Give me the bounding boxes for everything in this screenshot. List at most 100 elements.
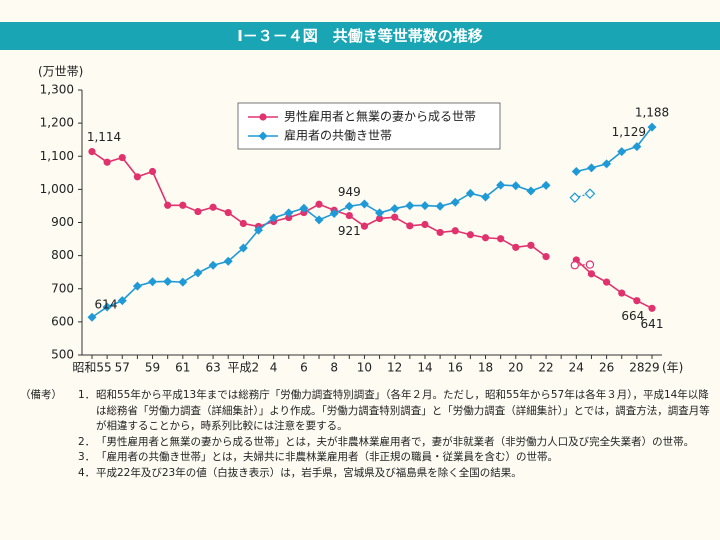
point	[359, 199, 369, 209]
point	[481, 234, 490, 242]
point	[132, 281, 142, 291]
point	[618, 289, 626, 297]
point	[633, 297, 641, 305]
value-label: 664	[621, 309, 644, 323]
point	[344, 201, 354, 211]
point	[512, 243, 520, 251]
num: 2．	[78, 435, 96, 448]
point	[541, 180, 551, 190]
item: 4． 平成22年及び23年の値（白抜き表示）は，岩手県，宮城県及び福島県を除く全国…	[20, 466, 710, 482]
point	[148, 277, 158, 287]
value-label: 949	[338, 185, 361, 199]
point	[466, 231, 474, 239]
point	[527, 241, 535, 249]
point	[284, 208, 294, 218]
point	[208, 260, 218, 270]
chart: (万世帯) (年) 500 600 700 800 900 1,000 1,100 1,200 1,…	[38, 65, 683, 375]
point	[163, 276, 173, 286]
point	[375, 214, 384, 223]
x-axis-title: (年)	[662, 361, 683, 375]
item: 3． 「雇用者の共働き世帯」とは，夫婦共に非農林業雇用者（非正規の職員・従業員を含…	[20, 450, 710, 466]
point	[450, 197, 460, 207]
point	[496, 180, 506, 190]
point	[178, 277, 188, 287]
num: 1．	[78, 389, 96, 401]
point	[570, 261, 580, 270]
point	[465, 188, 475, 198]
point	[315, 200, 323, 208]
legend-box	[237, 102, 501, 150]
point	[223, 256, 233, 266]
point	[285, 213, 293, 222]
point	[586, 163, 596, 173]
x-tick-label: 24	[569, 361, 584, 375]
txt: 昭和55年から平成13年までは総務庁「労働力調査特別調査」（各年２月。ただし，昭…	[96, 389, 710, 432]
head	[20, 435, 78, 451]
point	[258, 131, 268, 141]
point	[193, 268, 203, 278]
point	[451, 227, 459, 235]
y-tick-label: 600	[51, 314, 74, 328]
point	[224, 208, 232, 217]
point	[194, 207, 202, 216]
x-tick-label: 59	[145, 361, 160, 375]
point	[584, 188, 596, 200]
x-tick-label: 12	[387, 361, 402, 375]
x-tick-label: 61	[175, 361, 190, 375]
point	[542, 253, 550, 261]
point	[88, 148, 96, 156]
value-label: 1,188	[635, 106, 669, 120]
x-tick-label: 29	[644, 361, 659, 375]
point	[209, 203, 217, 211]
point	[617, 147, 627, 157]
point	[587, 270, 596, 278]
x-tick-label: 22	[538, 361, 553, 375]
legend-label: 男性雇用者と無業の妻から成る世帯	[284, 109, 476, 124]
point	[497, 235, 505, 243]
point	[526, 186, 536, 196]
point	[238, 243, 248, 253]
x-tick-label: 18	[478, 361, 493, 375]
point	[87, 312, 97, 322]
y-tick-label: 800	[51, 248, 74, 262]
txt: 「男性雇用者と無業の妻から成る世帯」とは，夫が非農林業雇用者で，妻が非就業者（非…	[96, 435, 695, 448]
point	[259, 113, 267, 121]
head: （備考）	[20, 389, 62, 401]
point	[391, 213, 399, 221]
x-tick-label: 昭和55	[72, 361, 111, 375]
point	[647, 122, 657, 132]
point	[602, 278, 611, 286]
point	[435, 201, 445, 211]
x-tick-label: 20	[508, 361, 523, 375]
point	[585, 260, 595, 269]
txt: 平成22年及び23年の値（白抜き表示）は，岩手県，宮城県及び福島県を除く全国の結…	[96, 466, 522, 479]
point	[253, 225, 263, 235]
point	[632, 142, 642, 152]
point	[481, 192, 491, 202]
value-label: 1,114	[87, 130, 121, 144]
num: 4．	[78, 466, 96, 479]
point	[436, 228, 444, 237]
y-tick-label: 1,000	[40, 182, 74, 196]
x-tick-label: 8	[330, 361, 338, 375]
point	[360, 222, 369, 230]
point	[118, 153, 126, 162]
num: 3．	[78, 451, 96, 463]
x-tick-label: 57	[115, 361, 130, 375]
value-label: 641	[641, 317, 664, 331]
point	[148, 167, 157, 176]
chart-title: Ⅰ－３－４図 共働き等世帯数の推移	[0, 22, 720, 50]
x-tick-label: 16	[448, 361, 463, 375]
point	[239, 219, 247, 228]
point	[345, 211, 353, 220]
x-tick-label: 14	[417, 361, 432, 375]
x-tick-label: 28	[629, 361, 644, 375]
series-line	[91, 150, 653, 310]
x-tick-label: 4	[270, 361, 278, 375]
point	[421, 220, 429, 229]
y-axis-title: (万世帯)	[38, 65, 83, 79]
point	[179, 201, 187, 209]
point	[648, 304, 656, 312]
point	[117, 296, 127, 306]
x-tick-label: 26	[599, 361, 614, 375]
